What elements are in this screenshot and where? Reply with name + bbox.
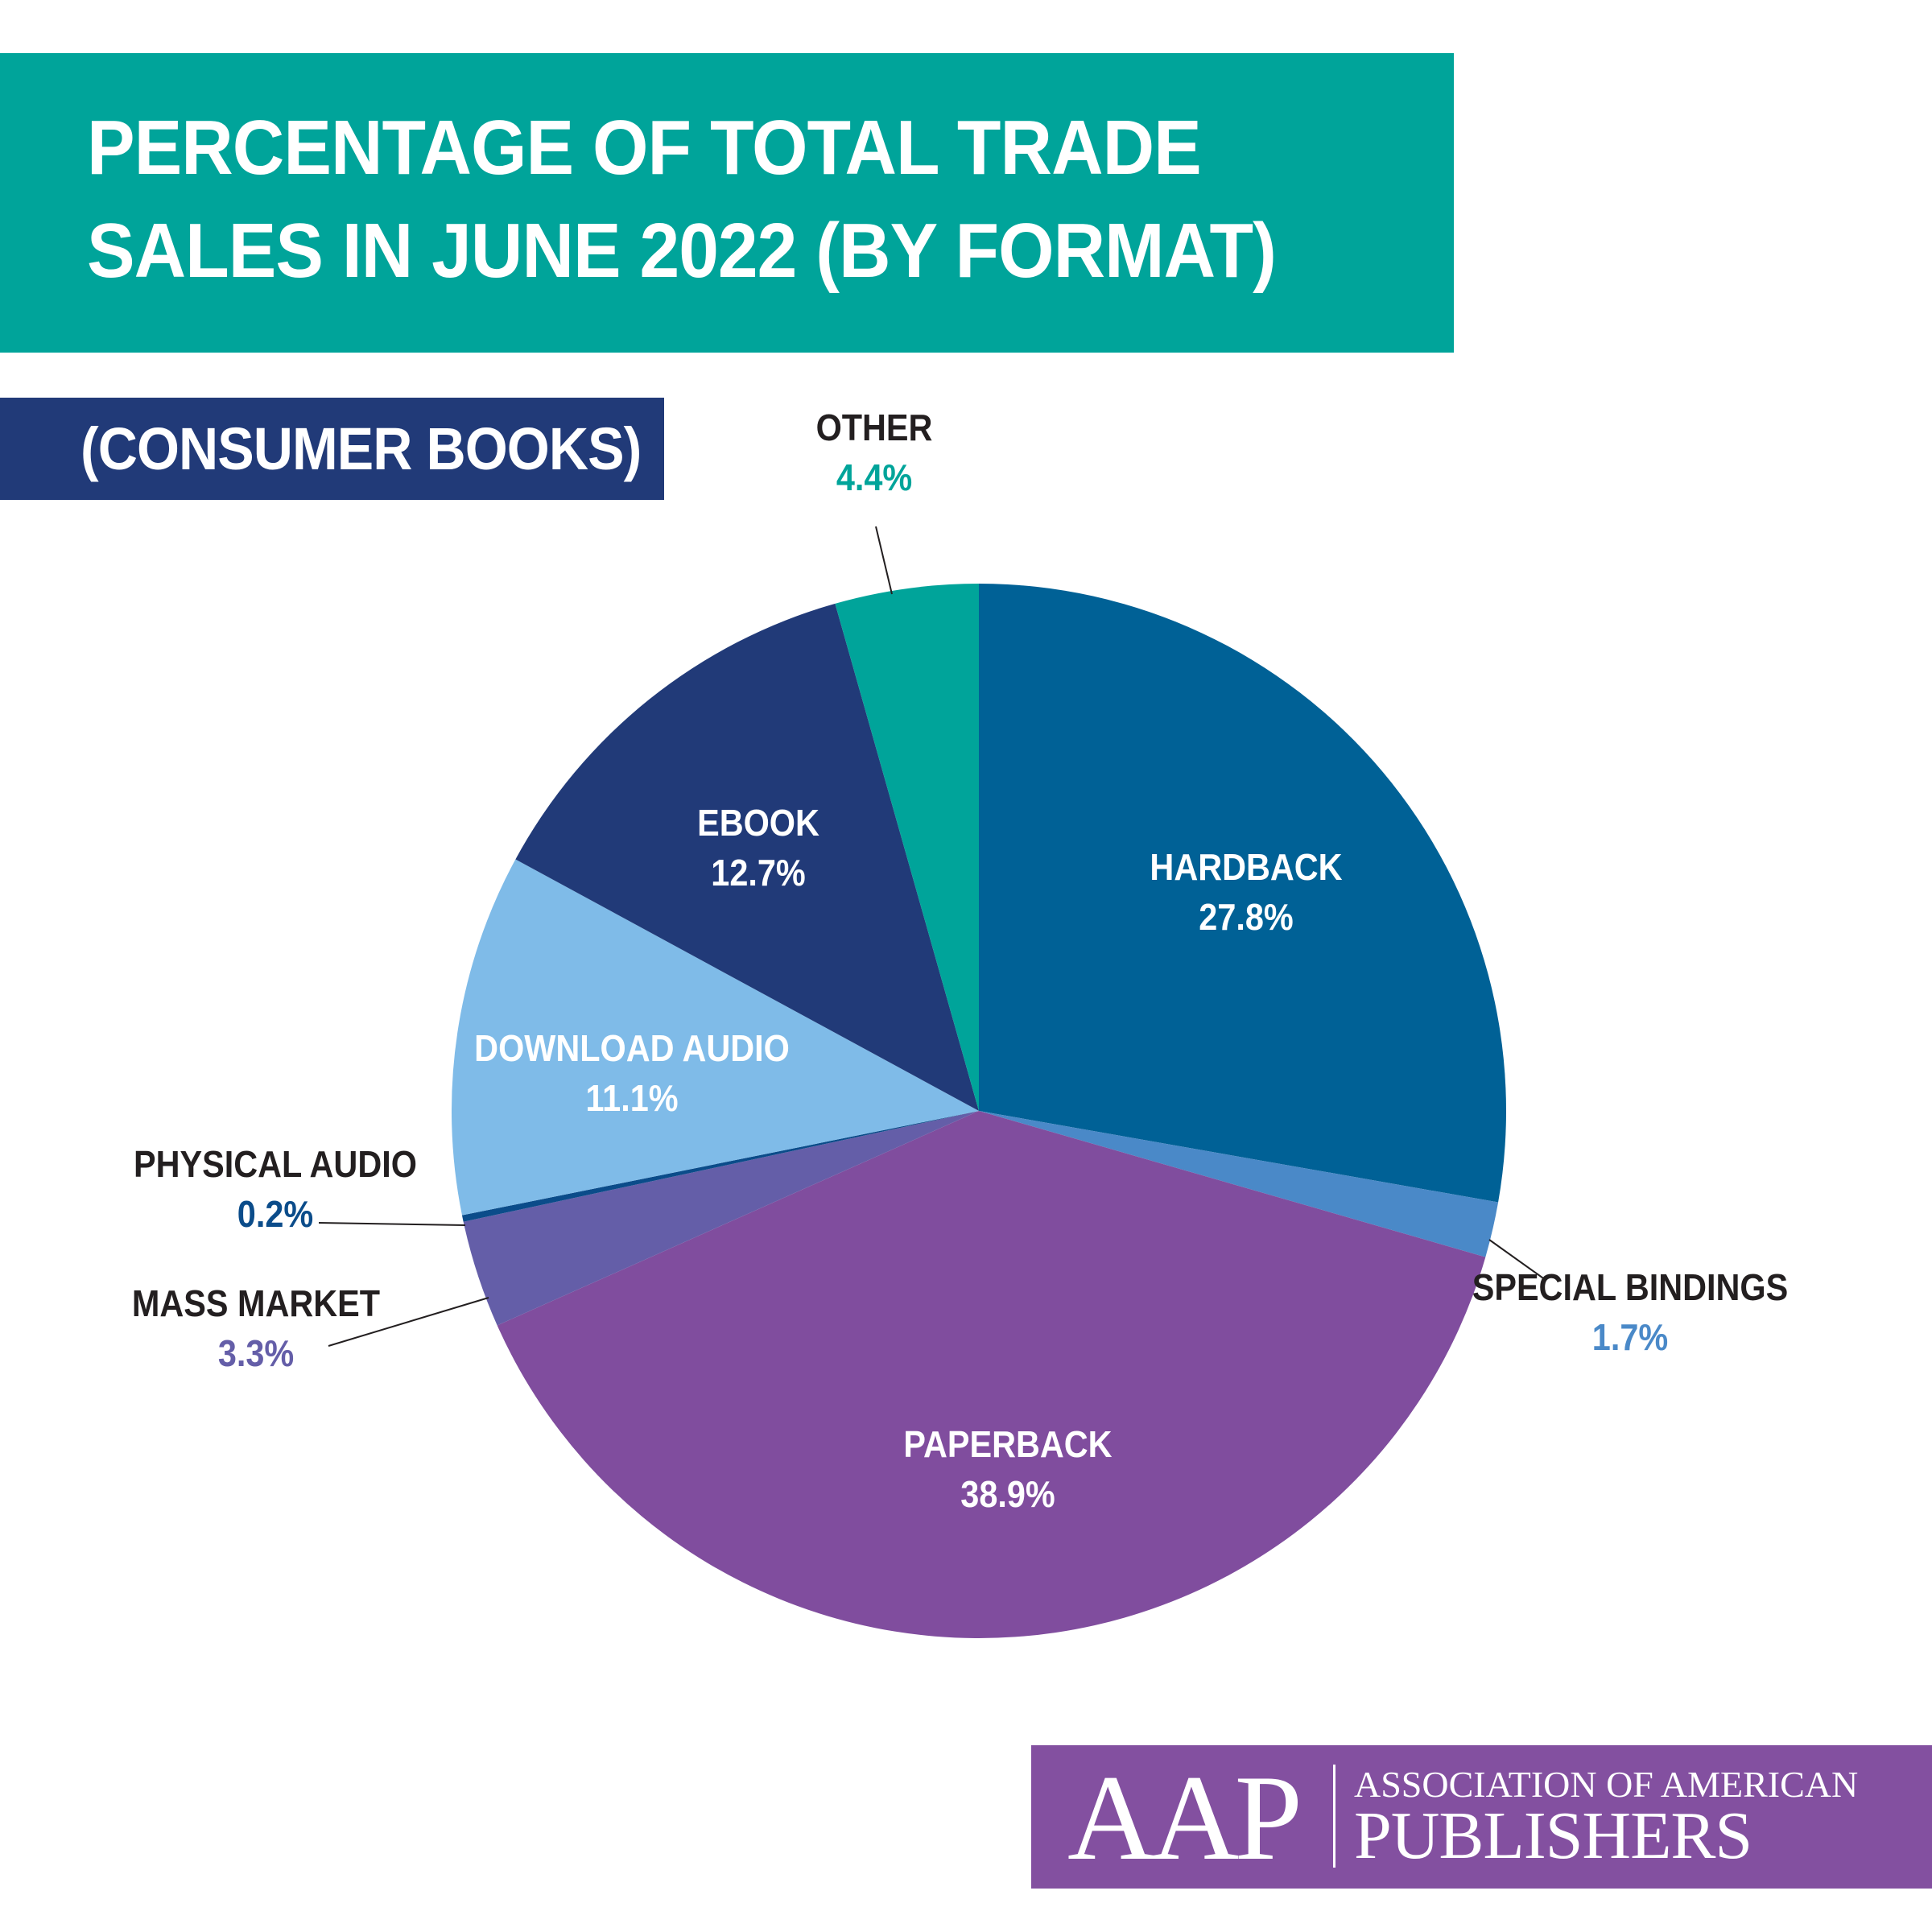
pie-slice-special-bindings [979,1111,1499,1257]
aap-logo-banner [1031,1745,1932,1889]
title-banner [0,53,1454,353]
slice-label-physical-audio: PHYSICAL AUDIO [134,1144,417,1186]
pie-slice-hardback [979,584,1507,1203]
pie-slice-ebook [515,603,979,1111]
slice-label-hardback: HARDBACK [1150,847,1343,889]
slice-value-mass-market: 3.3% [218,1333,294,1375]
pie-slices [451,584,1507,1638]
leader-lines [318,526,1546,1347]
slice-value-ebook: 12.7% [711,852,805,894]
slice-label-paperback: PAPERBACK [903,1424,1112,1466]
slice-label-mass-market: MASS MARKET [132,1283,380,1325]
slice-value-physical-audio: 0.2% [237,1194,313,1236]
slice-value-hardback: 27.8% [1199,897,1293,939]
slice-value-paperback: 38.9% [960,1474,1055,1516]
pie-slice-paperback [497,1111,1486,1638]
pie-slice-other [835,584,979,1111]
leader-line-special-bindings [1488,1239,1546,1281]
chart-subtitle: (CONSUMER BOOKS) [80,415,642,482]
logo-line-2: PUBLISHERS [1354,1798,1752,1873]
subtitle-banner [0,398,664,500]
slice-label-ebook: EBOOK [697,803,819,844]
leader-line-physical-audio [318,1222,466,1226]
leader-line-other [875,526,893,595]
pie-slice-download-audio [451,859,979,1216]
slice-labels: HARDBACK 27.8% SPECIAL BINDINGS 1.7% PAPERBA… [132,407,1788,1516]
logo-line-1: ASSOCIATION OF AMERICAN [1354,1764,1859,1805]
slice-value-other: 4.4% [836,457,912,499]
pie-slice-mass-market [463,1111,979,1326]
aap-logo-mark: AAP [1067,1750,1302,1885]
slice-value-special-bindings: 1.7% [1592,1317,1668,1359]
slice-value-download-audio: 11.1% [585,1078,678,1120]
slice-label-other: OTHER [816,407,933,449]
chart-title: PERCENTAGE OF TOTAL TRADE SALES IN JUNE … [87,105,1277,294]
logo-divider [1333,1765,1335,1868]
leader-line-mass-market [328,1297,489,1347]
slice-label-special-bindings: SPECIAL BINDINGS [1472,1267,1789,1309]
pie-slice-physical-audio [461,1111,979,1222]
slice-label-download-audio: DOWNLOAD AUDIO [474,1028,790,1070]
